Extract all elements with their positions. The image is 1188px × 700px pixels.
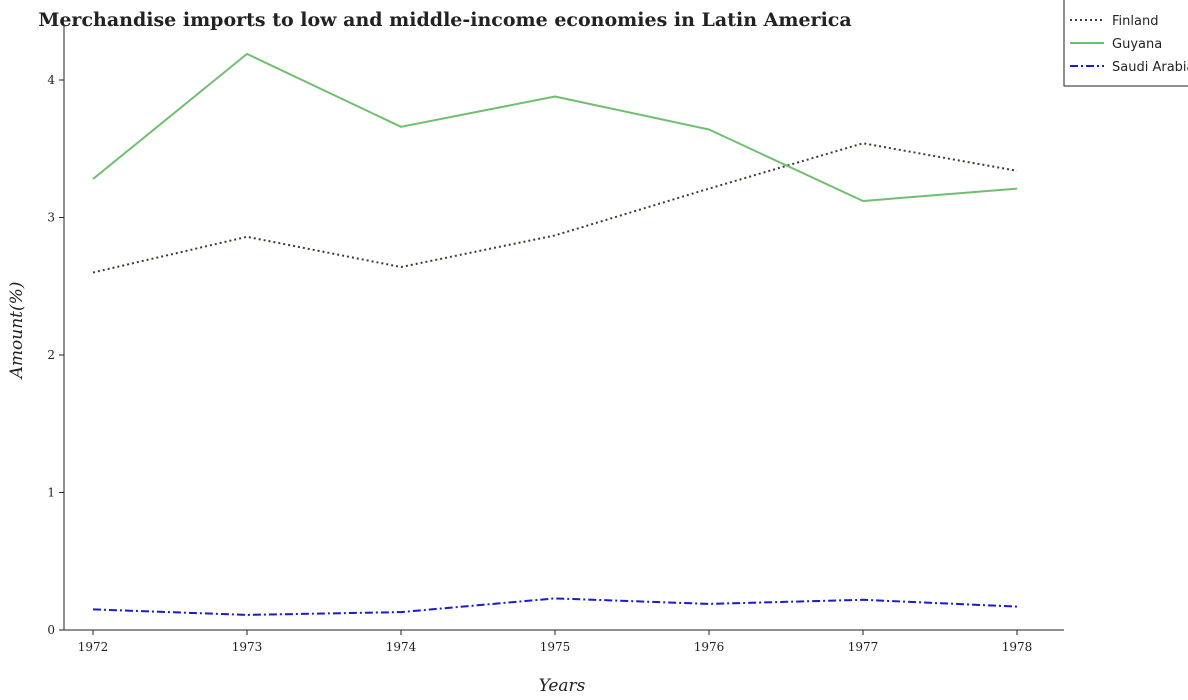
x-tick-label: 1977	[848, 640, 879, 654]
legend: Finland Guyana Saudi Arabia	[1063, 0, 1188, 87]
x-tick-label: 1978	[1002, 640, 1033, 654]
x-tick-label: 1975	[540, 640, 571, 654]
x-axis-title: Years	[539, 676, 586, 696]
y-tick-label: 4	[47, 73, 55, 87]
legend-label-finland: Finland	[1112, 14, 1158, 29]
y-axis-title: Amount(%)	[7, 282, 27, 381]
series-line-finland	[92, 142, 1018, 274]
y-tick-label: 3	[47, 211, 55, 225]
plot-area: 0 1 2 3 4 1972 1973 1974 1975 1976 1977 1978	[47, 25, 1064, 654]
series-line-guyana	[92, 52, 1018, 202]
legend-label-guyana: Guyana	[1112, 37, 1162, 52]
series-lines	[92, 52, 1018, 616]
legend-label-saudi-arabia: Saudi Arabia	[1112, 60, 1188, 75]
y-tick-label: 1	[47, 486, 55, 500]
y-ticks: 0 1 2 3 4	[47, 73, 64, 637]
y-tick-label: 0	[47, 623, 55, 637]
x-ticks: 1972 1973 1974 1975 1976 1977 1978	[78, 630, 1033, 654]
x-tick-label: 1974	[386, 640, 417, 654]
x-tick-label: 1972	[78, 640, 109, 654]
series-line-saudi-arabia	[92, 597, 1018, 616]
x-tick-label: 1973	[232, 640, 263, 654]
x-tick-label: 1976	[694, 640, 725, 654]
y-tick-label: 2	[47, 348, 55, 362]
chart-title: Merchandise imports to low and middle-in…	[38, 9, 851, 31]
